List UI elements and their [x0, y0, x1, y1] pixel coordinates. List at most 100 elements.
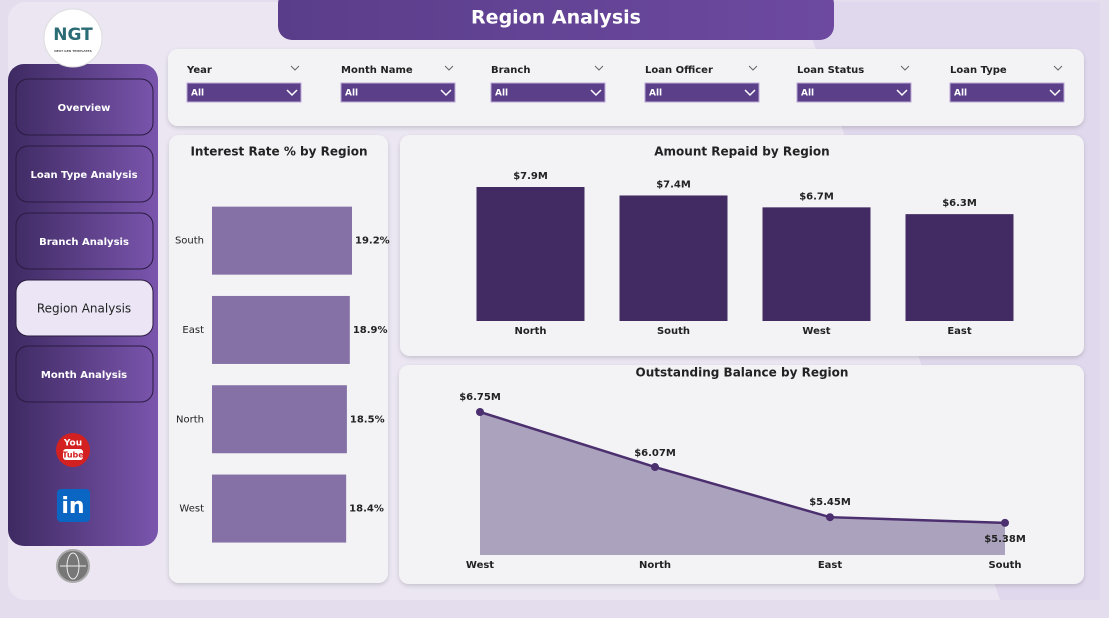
bar: [905, 214, 1014, 321]
title-tab: [278, 0, 834, 40]
point: [476, 408, 484, 416]
filter-value[interactable]: All: [191, 89, 204, 99]
nav-label[interactable]: Loan Type Analysis: [30, 170, 137, 181]
youtube-icon[interactable]: You Tube: [56, 433, 90, 467]
nav-frame[interactable]: [15, 145, 154, 203]
data-label: $7.9M: [513, 171, 548, 182]
filter-value[interactable]: All: [954, 89, 967, 99]
logo: [43, 8, 103, 68]
filter-label[interactable]: Loan Status: [797, 65, 864, 76]
filter-dropdown[interactable]: [186, 82, 302, 103]
filter-dropdown[interactable]: [644, 82, 760, 103]
nav-frame[interactable]: [15, 78, 154, 136]
data-label: $6.07M: [634, 448, 676, 459]
nav-label[interactable]: Month Analysis: [41, 370, 127, 381]
filter-value[interactable]: All: [495, 89, 508, 99]
filter-chevron[interactable]: [896, 89, 908, 97]
filter-chevron[interactable]: [1049, 89, 1061, 97]
filter-value[interactable]: All: [649, 89, 662, 99]
filter-label[interactable]: Branch: [491, 65, 530, 76]
filter-label[interactable]: Month Name: [341, 65, 413, 76]
point: [651, 463, 659, 472]
filter-label[interactable]: Loan Type: [950, 65, 1007, 76]
youtube-text[interactable]: You: [63, 439, 82, 449]
x-tick-label: North: [514, 326, 546, 337]
filter-chevron[interactable]: [590, 89, 602, 97]
nav-frame[interactable]: [15, 279, 154, 337]
filter-chevron[interactable]: [594, 65, 604, 71]
nav-frame[interactable]: [15, 212, 154, 270]
logo-tagline: NEXT GEN TEMPLATES: [54, 49, 92, 53]
web-icon[interactable]: [56, 549, 90, 583]
youtube-text[interactable]: Tube: [62, 451, 84, 460]
chart-title: Outstanding Balance by Region: [636, 366, 849, 380]
filter-dropdown[interactable]: [340, 82, 456, 103]
filter-panel: [168, 49, 1084, 126]
logo-text: NGT: [53, 25, 93, 45]
filter-chevron[interactable]: [748, 65, 758, 71]
nav-button[interactable]: Loan Type Analysis: [15, 145, 154, 203]
y-tick-label: South: [175, 236, 204, 247]
line: [479, 410, 1006, 525]
bar: [476, 187, 585, 321]
data-label: $7.4M: [656, 179, 691, 190]
youtube-box[interactable]: [63, 449, 83, 460]
bar: [212, 385, 347, 454]
point: [1001, 518, 1009, 527]
filter-dropdown[interactable]: [796, 82, 912, 103]
filter-label[interactable]: Year: [186, 65, 212, 76]
y-tick-label: North: [176, 414, 204, 425]
chart-title: Interest Rate % by Region: [190, 145, 367, 159]
y-tick-label: West: [179, 504, 204, 515]
nav-label[interactable]: Region Analysis: [37, 302, 131, 316]
chart-title: Amount Repaid by Region: [654, 145, 829, 159]
data-label: $6.75M: [459, 392, 501, 403]
data-label: $5.45M: [809, 497, 851, 508]
filter-chevron[interactable]: [286, 89, 298, 97]
x-tick-label: North: [639, 560, 671, 571]
nav-label[interactable]: Branch Analysis: [39, 237, 129, 248]
filter-label[interactable]: Loan Officer: [645, 65, 713, 76]
y-tick-label: East: [182, 325, 204, 336]
linkedin-text[interactable]: in: [61, 494, 84, 519]
nav-label[interactable]: Overview: [58, 103, 111, 114]
x-tick-label: East: [947, 326, 972, 337]
data-label: 19.2%: [355, 236, 390, 247]
nav-button[interactable]: Overview: [15, 78, 154, 136]
linkedin-box[interactable]: [57, 489, 90, 522]
x-tick-label: South: [988, 560, 1021, 571]
data-label: $6.3M: [942, 198, 977, 209]
nav-button[interactable]: Month Analysis: [15, 345, 154, 403]
x-tick-label: West: [802, 326, 830, 337]
data-label: $6.7M: [799, 191, 834, 202]
bar: [762, 207, 871, 321]
nav-button-active[interactable]: Region Analysis: [15, 279, 154, 337]
filter-value[interactable]: All: [801, 89, 814, 99]
nav-button[interactable]: Branch Analysis: [15, 212, 154, 270]
filter-chevron[interactable]: [444, 65, 454, 71]
page-title: Region Analysis: [471, 7, 641, 29]
data-label: 18.4%: [349, 504, 384, 515]
filter-dropdown[interactable]: [949, 82, 1065, 103]
x-tick-label: South: [657, 326, 690, 337]
filter-chevron[interactable]: [1053, 65, 1063, 71]
x-tick-label: East: [818, 560, 843, 571]
filter-dropdown[interactable]: [490, 82, 606, 103]
bar: [212, 295, 350, 364]
data-label: $5.38M: [984, 534, 1026, 545]
bar: [212, 474, 347, 543]
filter-value[interactable]: All: [345, 89, 358, 99]
filter-chevron[interactable]: [744, 89, 756, 97]
filter-chevron[interactable]: [290, 65, 300, 71]
nav-frame[interactable]: [15, 345, 154, 403]
linkedin-icon[interactable]: in: [57, 489, 90, 522]
point: [826, 513, 834, 522]
bar: [619, 195, 728, 321]
filter-chevron[interactable]: [440, 89, 452, 97]
data-label: 18.5%: [350, 414, 385, 425]
filter-chevron[interactable]: [900, 65, 910, 71]
x-tick-label: West: [466, 560, 494, 571]
bar: [212, 206, 352, 275]
